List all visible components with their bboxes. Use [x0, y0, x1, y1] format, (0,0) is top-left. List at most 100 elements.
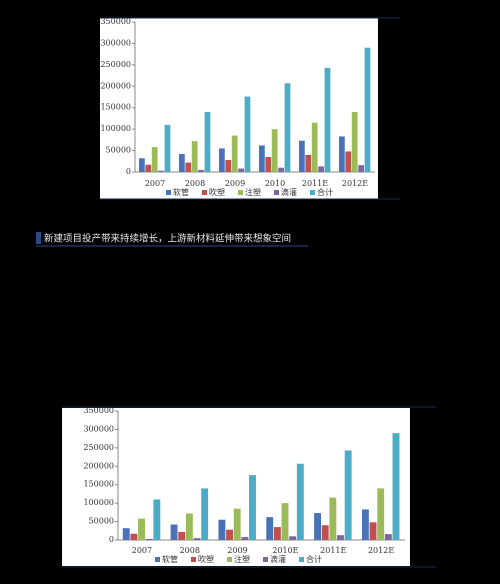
x-tick-label: 2007: [132, 546, 152, 555]
legend-swatch: [310, 190, 315, 195]
x-tick-label: 2008: [180, 546, 200, 555]
legend-label: 注塑: [245, 187, 261, 197]
bar: [226, 529, 233, 540]
bar: [284, 83, 291, 172]
bar: [145, 538, 153, 540]
bar: [185, 162, 192, 172]
bar: [339, 136, 345, 172]
legend-swatch: [202, 190, 207, 195]
y-tick-label: 300000: [100, 38, 131, 47]
y-tick-label: 350000: [83, 406, 114, 415]
bar: [191, 141, 198, 172]
bar: [281, 503, 289, 540]
y-tick-label: 350000: [100, 17, 131, 26]
bar: [289, 536, 297, 540]
bar: [139, 158, 145, 172]
y-tick-label: 0: [109, 535, 114, 544]
x-tick-label: 2009: [225, 179, 245, 188]
bar: [219, 148, 225, 172]
bar: [153, 499, 161, 540]
legend-label: 合计: [317, 187, 333, 197]
bar: [296, 463, 304, 540]
bar: [321, 525, 329, 540]
bar: [259, 145, 265, 172]
y-tick-label: 200000: [100, 81, 131, 90]
bar: [185, 513, 193, 540]
x-tick-label: 2009: [227, 546, 247, 555]
y-tick-label: 100000: [83, 498, 114, 507]
chart-panel: [62, 408, 410, 566]
legend-swatch: [263, 557, 268, 562]
bar: [358, 165, 364, 172]
bar: [314, 513, 322, 540]
bar: [266, 517, 274, 540]
legend-label: 吹塑: [209, 187, 225, 197]
x-tick-label: 2011E: [302, 179, 328, 188]
legend-swatch: [166, 190, 171, 195]
legend-swatch: [227, 557, 232, 562]
bar: [364, 47, 371, 172]
bar: [361, 509, 369, 540]
bar: [225, 160, 232, 172]
bar: [122, 528, 130, 540]
bar: [231, 135, 238, 172]
bar: [145, 164, 152, 172]
bar: [138, 518, 145, 540]
legend-swatch: [238, 190, 243, 195]
x-tick-label: 2010: [265, 179, 285, 188]
y-tick-label: 250000: [83, 443, 114, 452]
legend-label: 注塑: [234, 554, 250, 564]
x-tick-label: 2008: [185, 179, 205, 188]
legend-label: 滴灌: [270, 554, 286, 564]
bar: [218, 519, 226, 540]
heading: 新建项目投产带来持续增长，上游新材料延伸带来想象空间: [44, 233, 291, 245]
legend-label: 吹塑: [198, 554, 214, 564]
legend-label: 合计: [306, 554, 322, 564]
bar: [311, 122, 318, 172]
x-tick-label: 2012E: [368, 546, 394, 555]
y-tick-label: 300000: [83, 424, 114, 433]
bar: [273, 527, 281, 540]
heading-marker: [36, 232, 41, 244]
y-tick-label: 100000: [100, 124, 131, 133]
bar: [158, 170, 164, 172]
x-tick-label: 2007: [145, 179, 165, 188]
legend-swatch: [155, 557, 160, 562]
bar: [130, 533, 138, 540]
bar: [271, 129, 278, 172]
bar: [351, 112, 358, 172]
bar: [329, 497, 337, 540]
y-tick-label: 150000: [83, 480, 114, 489]
legend-label: 软管: [162, 554, 178, 564]
legend-label: 滴灌: [281, 187, 297, 197]
legend-label: 软管: [173, 187, 189, 197]
bar: [249, 475, 256, 540]
bar: [324, 67, 331, 172]
bar: [201, 488, 209, 540]
bar: [198, 169, 204, 172]
x-tick-label: 2012E: [342, 179, 368, 188]
bar: [299, 140, 305, 172]
y-tick-label: 50000: [89, 517, 114, 526]
bar: [244, 96, 251, 172]
bar: [179, 154, 185, 172]
y-tick-label: 150000: [100, 103, 131, 112]
bar: [345, 151, 352, 172]
bar: [377, 488, 385, 540]
bar: [392, 433, 400, 540]
bar: [278, 167, 284, 172]
legend-swatch: [191, 557, 196, 562]
bar: [265, 157, 272, 172]
bar: [384, 534, 392, 540]
y-tick-label: 0: [126, 167, 131, 176]
bar: [204, 112, 211, 172]
x-tick-label: 2011E: [320, 546, 346, 555]
bar: [193, 538, 201, 540]
bar: [337, 535, 344, 540]
bar: [238, 168, 244, 172]
bar: [164, 124, 171, 172]
bar: [233, 508, 241, 540]
y-tick-label: 50000: [106, 146, 131, 155]
